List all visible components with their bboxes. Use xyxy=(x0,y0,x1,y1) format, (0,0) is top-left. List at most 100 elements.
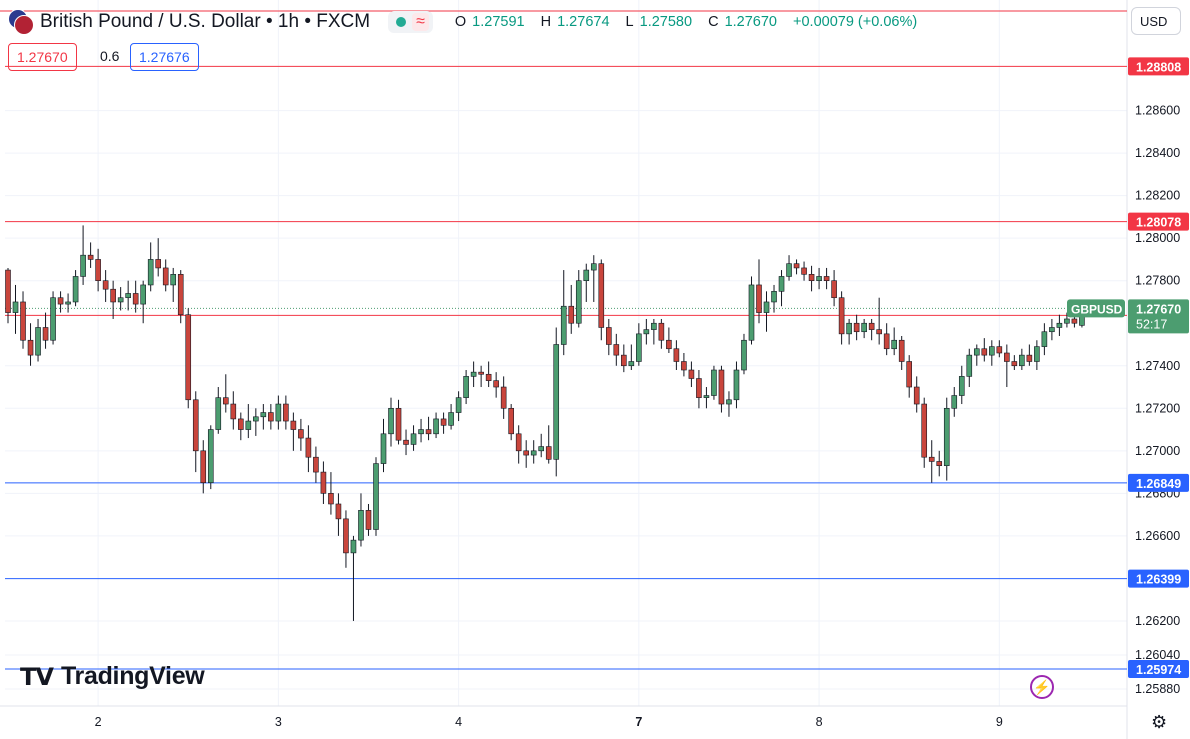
candle-body xyxy=(1041,331,1048,347)
candle-body xyxy=(703,395,710,398)
candle-body xyxy=(343,518,349,554)
candle-body xyxy=(65,301,71,305)
candle-body xyxy=(365,510,372,530)
candle-body xyxy=(403,439,409,445)
candle-body xyxy=(913,386,920,405)
candle-body xyxy=(771,291,777,303)
candle-body xyxy=(155,259,161,269)
candle-body xyxy=(455,397,462,413)
ohlc-readout: O 1.27591 H 1.27674 L 1.27580 C 1.27670 +0.0… xyxy=(455,14,923,30)
candle-body xyxy=(793,263,800,269)
candle-body xyxy=(95,259,101,281)
x-tick-label: 3 xyxy=(275,715,282,729)
level-tag-label: 1.28078 xyxy=(1136,216,1181,230)
y-tick-label: 1.27000 xyxy=(1135,444,1180,458)
candle-body xyxy=(170,274,177,286)
candle-body xyxy=(335,503,342,520)
sell-price-button[interactable]: 1.27670 xyxy=(8,43,77,71)
level-tag xyxy=(1128,212,1189,231)
candle-body xyxy=(192,399,199,452)
candle-body xyxy=(185,314,192,401)
candle-body xyxy=(80,254,86,277)
candle-body xyxy=(568,305,575,324)
candle-body xyxy=(260,412,267,418)
x-tick-label: 4 xyxy=(455,715,462,729)
candle-body xyxy=(87,254,94,260)
candle-body xyxy=(778,276,785,292)
candle-body xyxy=(238,418,244,430)
candle-body xyxy=(395,407,402,441)
candle-body xyxy=(553,344,560,460)
tradingview-logo-mark: TV xyxy=(20,662,54,691)
candle-body xyxy=(298,429,304,439)
candle-body xyxy=(545,446,552,460)
x-tick-label: 7 xyxy=(635,715,642,729)
candle-body xyxy=(222,397,229,405)
candle-body xyxy=(1019,354,1025,367)
candle-body xyxy=(57,297,64,305)
candle-body xyxy=(1071,318,1078,324)
candle-body xyxy=(500,386,507,409)
level-tag-label: 1.28808 xyxy=(1136,60,1181,74)
candle-body xyxy=(530,450,537,456)
candle-body xyxy=(726,399,732,405)
candle-body xyxy=(951,395,958,409)
candle-body xyxy=(72,276,79,303)
market-status[interactable]: ≈ xyxy=(388,11,433,33)
candle-body xyxy=(643,329,650,335)
candle-body xyxy=(380,433,387,464)
candle-body xyxy=(478,371,484,375)
candle-body xyxy=(696,378,702,398)
candle-body xyxy=(388,407,394,435)
y-tick-label: 1.28200 xyxy=(1135,189,1180,203)
candle-body xyxy=(523,450,529,456)
candle-body xyxy=(207,429,214,484)
settings-gear-icon[interactable]: ⚙ xyxy=(1151,712,1168,732)
candle-body xyxy=(1049,327,1055,333)
candle-body xyxy=(921,403,928,458)
candle-body xyxy=(440,418,447,426)
candle-body xyxy=(973,348,980,356)
buy-price-button[interactable]: 1.27676 xyxy=(130,43,199,71)
candle-body xyxy=(958,376,965,396)
ohlc-low: 1.27580 xyxy=(639,14,693,30)
tradingview-logo[interactable]: TV TradingView xyxy=(20,662,205,691)
candle-body xyxy=(628,361,635,367)
candle-body xyxy=(823,276,830,281)
candle-body xyxy=(230,403,237,420)
candle-body xyxy=(688,369,695,379)
candle-body xyxy=(666,339,672,350)
candle-body xyxy=(147,259,154,286)
candle-body xyxy=(786,263,792,277)
candle-body xyxy=(936,461,943,467)
candle-body xyxy=(846,322,852,335)
candle-body xyxy=(989,346,995,356)
candle-body xyxy=(673,348,680,362)
candle-body xyxy=(177,274,184,316)
currency-button[interactable]: USD xyxy=(1131,7,1181,35)
x-tick-label: 2 xyxy=(95,715,102,729)
bar-countdown: 52:17 xyxy=(1136,317,1167,331)
level-tag xyxy=(1128,473,1189,492)
candle-body xyxy=(313,456,319,473)
candle-body xyxy=(110,288,116,303)
tradingview-logo-text: TradingView xyxy=(60,662,205,690)
wave-icon: ≈ xyxy=(412,13,429,31)
y-tick-label: 1.25880 xyxy=(1135,682,1180,696)
symbol-title[interactable]: British Pound / U.S. Dollar • 1h • FXCM xyxy=(40,11,371,32)
candle-body xyxy=(1004,352,1010,362)
y-tick-label: 1.26040 xyxy=(1135,648,1180,662)
ohlc-change: +0.00079 (+0.06%) xyxy=(793,14,918,30)
y-tick-label: 1.28600 xyxy=(1135,104,1180,118)
candle-body xyxy=(613,344,620,356)
candle-body xyxy=(125,293,131,299)
bolt-icon[interactable]: ⚡ xyxy=(1030,675,1054,699)
gbp-usd-flag-icon xyxy=(8,9,34,35)
candle-body xyxy=(711,369,717,396)
candle-body xyxy=(102,280,109,290)
candle-body xyxy=(515,433,522,452)
candle-body xyxy=(681,361,687,371)
live-dot-icon xyxy=(396,17,407,27)
